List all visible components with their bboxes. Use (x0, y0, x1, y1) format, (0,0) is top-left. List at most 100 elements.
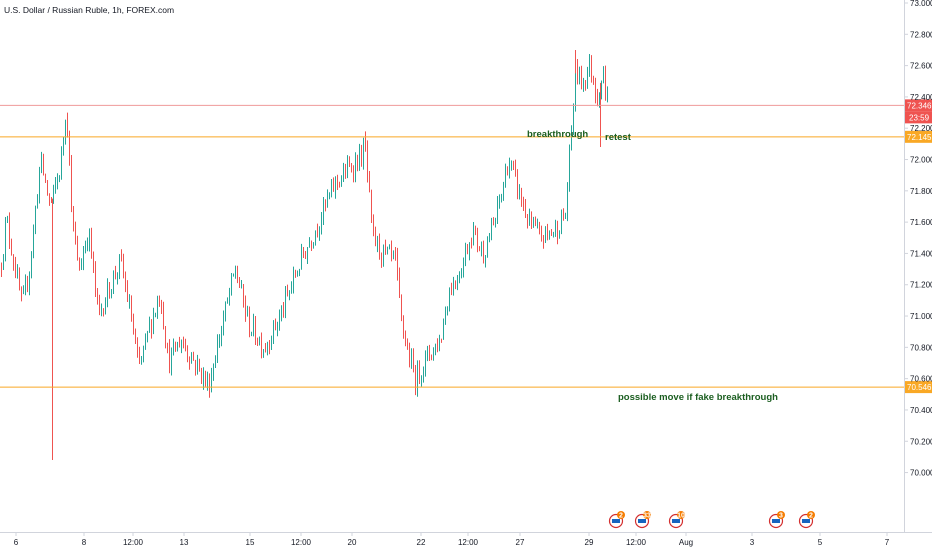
candle-body (407, 343, 408, 348)
candle-body (253, 320, 254, 333)
event-flag-badge[interactable]: 2 (798, 511, 816, 529)
candle-body (603, 73, 604, 81)
candle-body (59, 177, 60, 179)
candle-body (49, 193, 50, 201)
candle-body (503, 184, 504, 195)
candle-body (593, 76, 594, 83)
candle-body (595, 82, 596, 97)
candle-body (291, 286, 292, 291)
candle-body (585, 81, 586, 84)
level-price-label: 72.145 (907, 133, 932, 142)
candle-body (27, 281, 28, 288)
candle-body (159, 301, 160, 304)
candle-body (133, 320, 134, 331)
candle-body (333, 182, 334, 192)
candle-body (215, 362, 216, 368)
event-badges-layer[interactable]: 2 33 10 3 2 (608, 511, 816, 529)
candle-body (285, 292, 286, 314)
candle-body (267, 344, 268, 351)
candle-body (251, 332, 252, 334)
candle-body (109, 283, 110, 297)
candle-body (605, 73, 606, 98)
candle-body (243, 284, 244, 302)
candle-body (95, 266, 96, 290)
candle-body (221, 329, 222, 340)
candle-body (205, 373, 206, 384)
candle-body (421, 378, 422, 380)
candle-body (299, 269, 300, 274)
candle-body (565, 214, 566, 218)
candle-body (581, 68, 582, 86)
candle-body (325, 200, 326, 204)
candle-body (141, 357, 142, 363)
candle-body (135, 330, 136, 343)
event-flag-badge[interactable]: 33 (634, 511, 652, 529)
candle-body (117, 273, 118, 277)
candle-body (547, 226, 548, 233)
time-tick-label: 15 (246, 538, 255, 547)
candle-body (511, 162, 512, 165)
flag-stripe (802, 519, 810, 523)
candle-body (509, 164, 510, 176)
event-count-label: 2 (619, 513, 623, 520)
candle-body (287, 292, 288, 294)
candle-body (545, 226, 546, 242)
annotation-retest[interactable]: retest (605, 132, 632, 143)
candle-body (353, 170, 354, 176)
candle-body (39, 168, 40, 199)
candle-body (113, 272, 114, 290)
candle-body (181, 343, 182, 348)
candle-body (543, 240, 544, 242)
event-count-label: 10 (677, 513, 685, 520)
candle-body (367, 146, 368, 176)
annotation-fake-breakthrough[interactable]: possible move if fake breakthrough (618, 392, 778, 403)
candle-body (583, 81, 584, 86)
candle-body (435, 344, 436, 349)
candle-body (437, 344, 438, 351)
candles-layer (1, 53, 608, 398)
time-axis[interactable]: 6 8 12:00 13 15 12:00 20 22 12:00 27 29 12:00 Aug 3 5 7 (14, 532, 890, 547)
event-flag-badge[interactable]: 10 (668, 511, 686, 529)
candle-body (529, 213, 530, 225)
candle-body (413, 355, 414, 370)
candle-body (5, 221, 6, 255)
candle-body (229, 293, 230, 299)
candle-body (53, 186, 54, 201)
candle-body (275, 320, 276, 329)
candle-body (307, 247, 308, 259)
candle-body (209, 378, 210, 393)
candle-body (385, 244, 386, 250)
event-flag-badge[interactable]: 2 (608, 511, 626, 529)
time-tick-label: 5 (818, 538, 823, 547)
candle-body (23, 292, 24, 294)
candle-body (419, 364, 420, 379)
candle-body (305, 255, 306, 259)
candle-body (457, 281, 458, 283)
candle-body (355, 158, 356, 176)
candle-body (199, 360, 200, 369)
annotation-breakthrough[interactable]: breakthrough (527, 129, 588, 140)
price-axis[interactable]: 73.000 72.800 72.600 72.400 72.200 72.000 71.8… (904, 0, 932, 478)
candle-body (163, 308, 164, 328)
candle-body (599, 96, 600, 105)
candle-body (417, 364, 418, 390)
horizontal-levels-layer[interactable]: 72.346 72.145 70.546 23:59 (0, 99, 932, 394)
event-flag-badge[interactable]: 3 (768, 511, 786, 529)
price-tick-label: 72.000 (910, 156, 932, 165)
time-tick-label: 12:00 (291, 538, 312, 547)
price-tick-label: 71.200 (910, 281, 932, 290)
candle-body (147, 331, 148, 335)
candle-body (357, 158, 358, 170)
price-tick-label: 70.600 (910, 375, 932, 384)
candle-body (71, 160, 72, 212)
candle-body (143, 346, 144, 358)
candle-body (487, 241, 488, 257)
candle-body (195, 360, 196, 370)
candle-body (335, 177, 336, 192)
candle-body (375, 230, 376, 245)
candle-body (235, 270, 236, 274)
wick-spikes-layer (52, 49, 601, 461)
candle-body (189, 356, 190, 364)
candle-body (463, 259, 464, 274)
